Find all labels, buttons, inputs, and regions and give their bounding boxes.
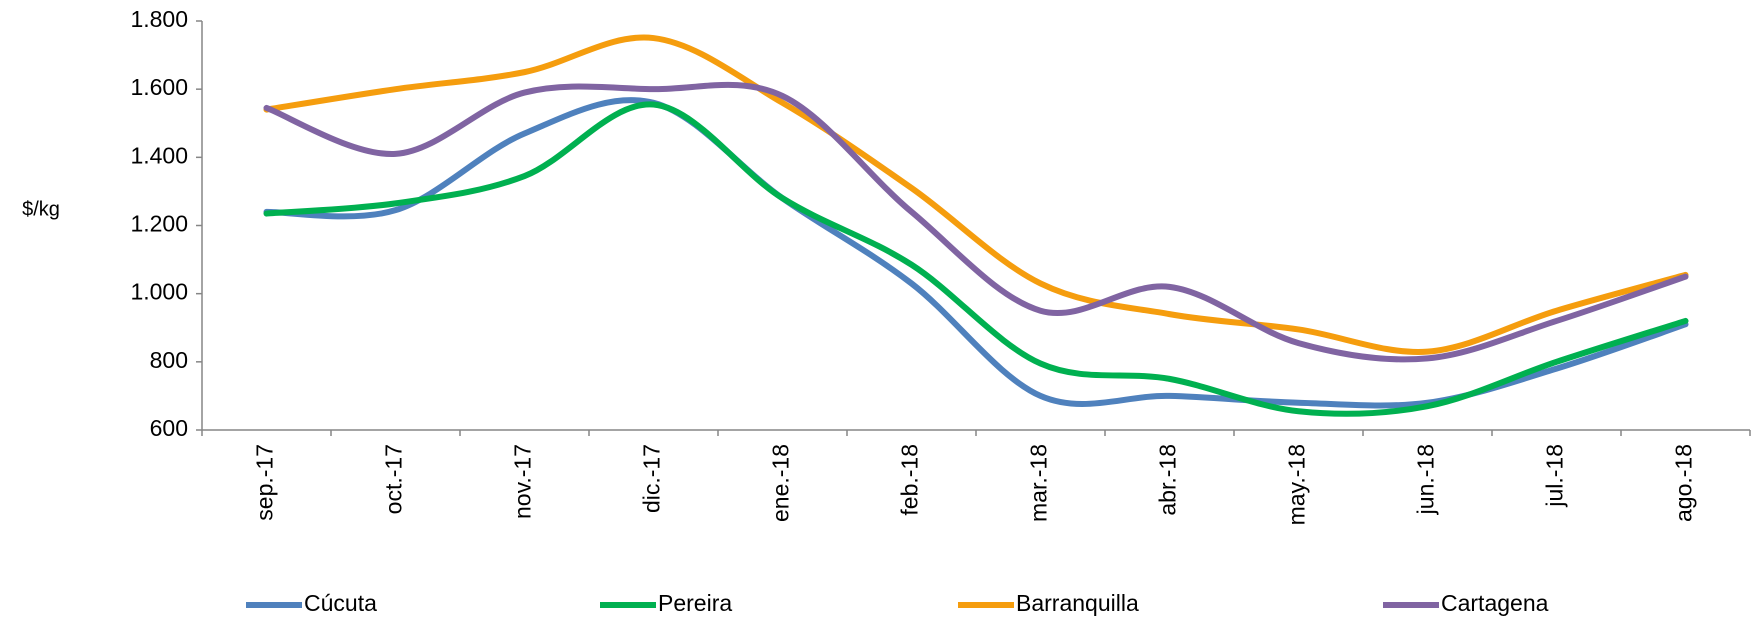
series-line — [263, 97, 1689, 409]
y-tick-label: 1.200 — [130, 211, 188, 237]
y-axis-label: $/kg — [22, 198, 60, 220]
y-tick-label: 1.800 — [130, 6, 188, 32]
series-line — [263, 34, 1689, 355]
legend-label: Cúcuta — [304, 590, 377, 616]
x-tick-label: feb.-18 — [897, 444, 923, 516]
x-tick-label: abr.-18 — [1155, 444, 1181, 516]
x-tick-label: may.-18 — [1284, 444, 1310, 525]
y-tick-label: 800 — [150, 347, 188, 373]
series-line — [263, 81, 1689, 363]
legend-label: Pereira — [658, 590, 732, 616]
x-tick-label: ago.-18 — [1671, 444, 1697, 522]
x-tick-label: ene.-18 — [768, 444, 794, 522]
y-tick-label: 1.000 — [130, 279, 188, 305]
y-tick-label: 600 — [150, 415, 188, 441]
legend-label: Cartagena — [1441, 590, 1549, 616]
x-tick-label: nov.-17 — [510, 444, 536, 519]
y-tick-label: 1.400 — [130, 142, 188, 168]
x-tick-label: mar.-18 — [1026, 444, 1052, 522]
x-tick-label: dic.-17 — [639, 444, 665, 513]
x-tick-label: oct.-17 — [381, 444, 407, 514]
legend-label: Barranquilla — [1016, 590, 1139, 616]
x-tick-label: jun.-18 — [1413, 444, 1439, 515]
x-tick-label: jul.-18 — [1542, 444, 1568, 508]
x-tick-label: sep.-17 — [252, 444, 278, 521]
series-line — [263, 101, 1689, 417]
y-tick-label: 1.600 — [130, 74, 188, 100]
